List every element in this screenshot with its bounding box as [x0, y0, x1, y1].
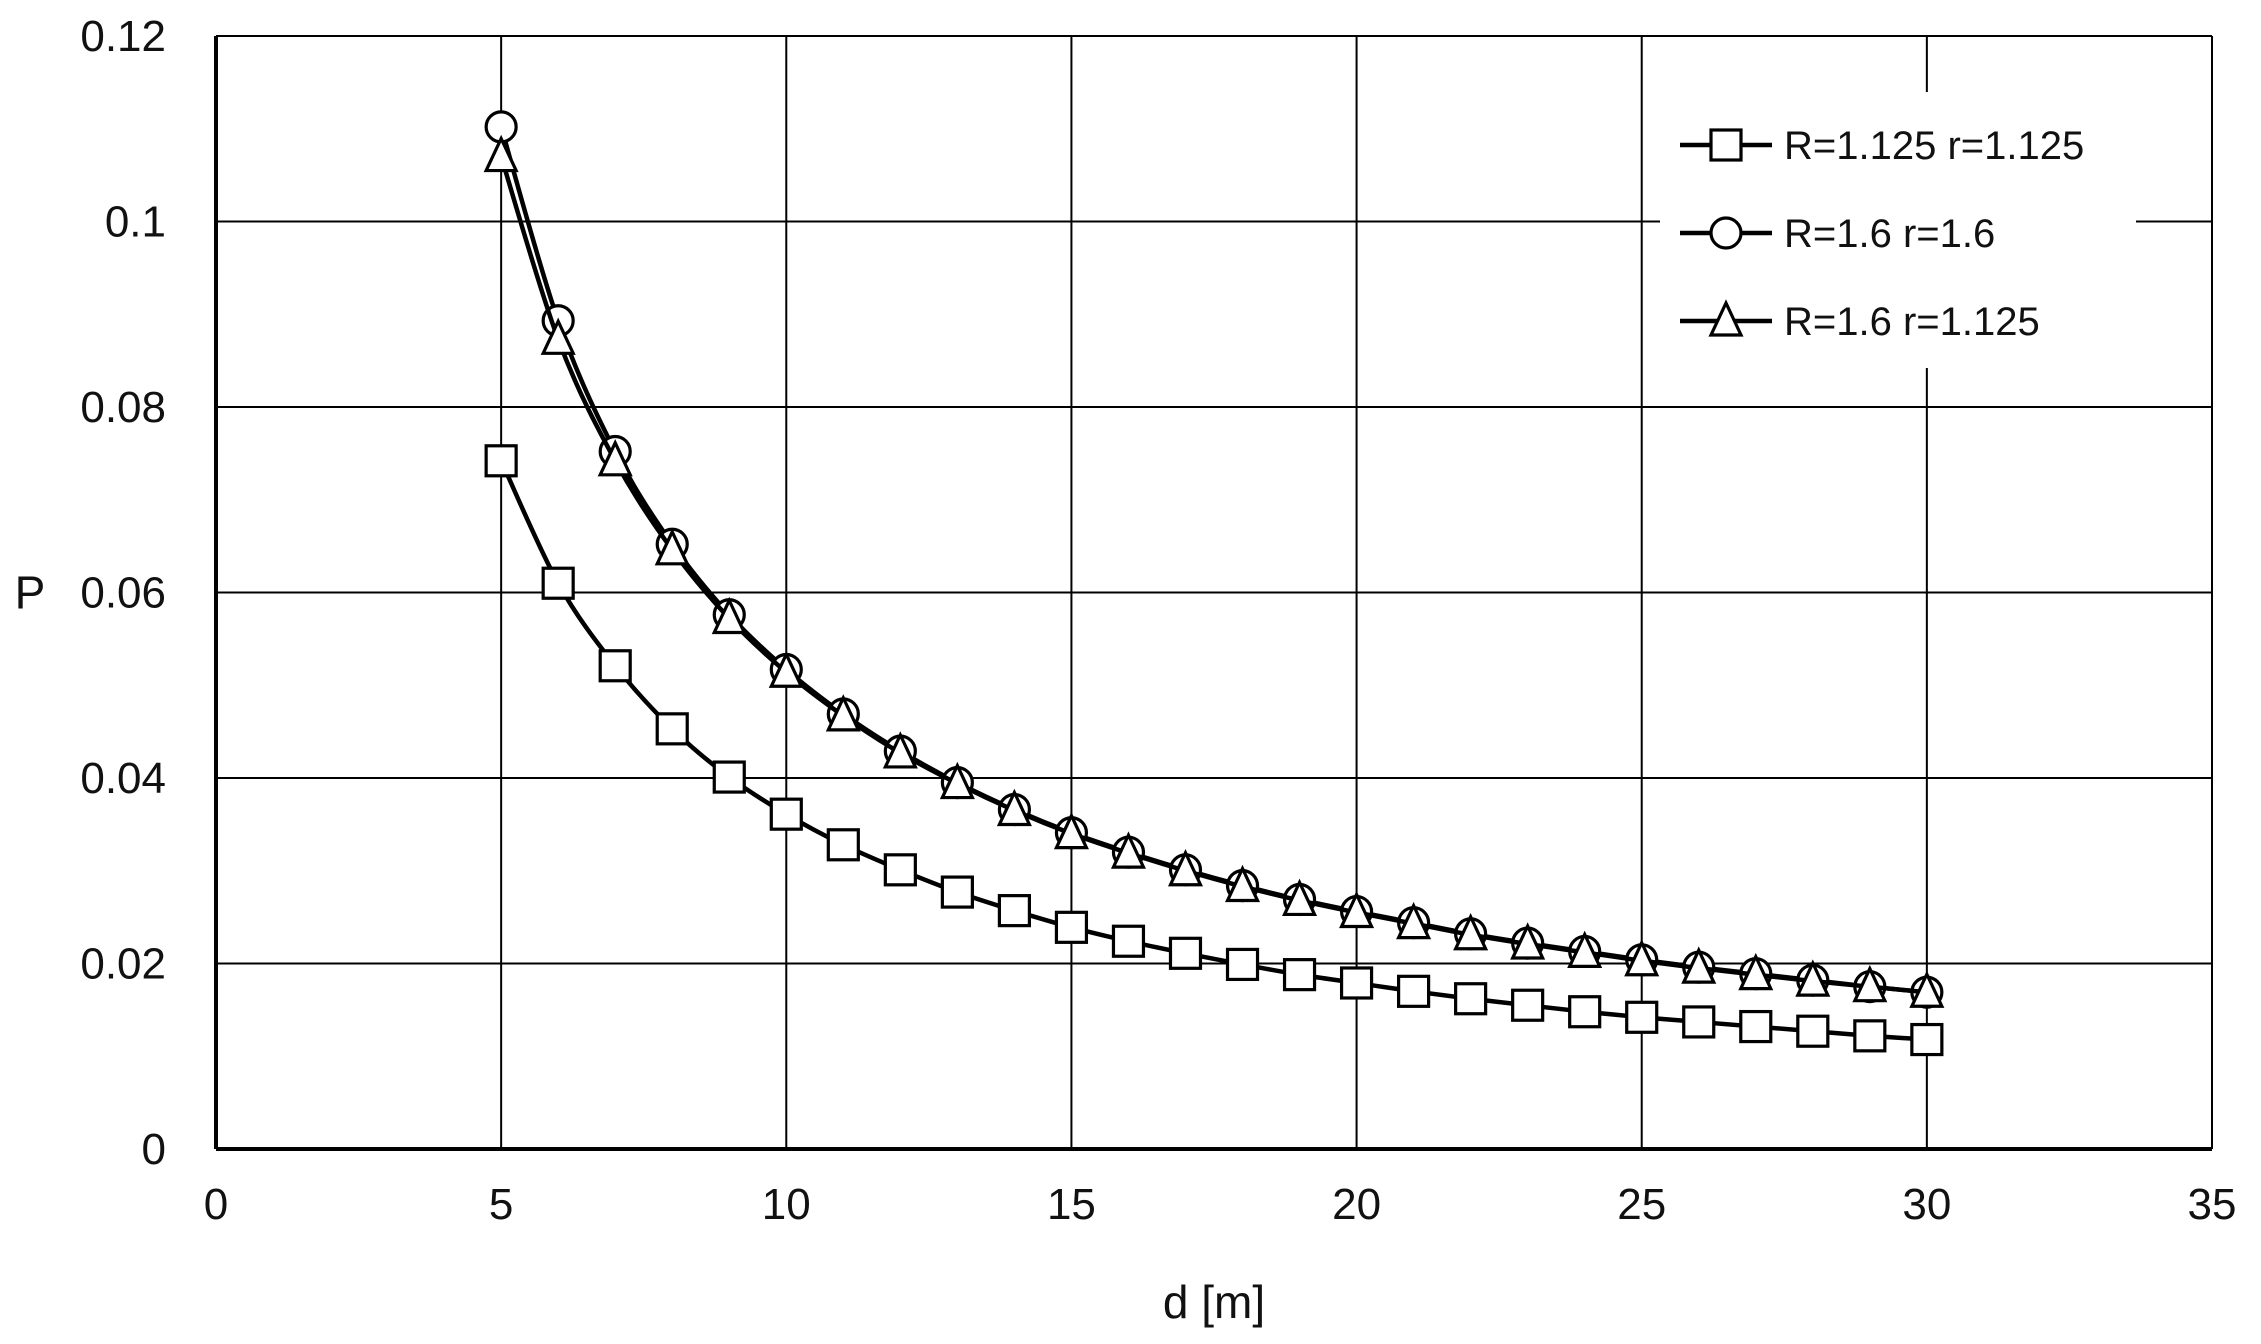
- data-point-square: [1282, 958, 1317, 992]
- data-point-triangle: [1681, 946, 1717, 984]
- data-point-triangle: [1909, 970, 1945, 1008]
- x-tick-label: 15: [1047, 1180, 1096, 1229]
- data-point-triangle: [1282, 878, 1318, 917]
- data-point-triangle: [1167, 848, 1204, 887]
- data-point-triangle: [1567, 930, 1603, 968]
- data-point-square: [1625, 1000, 1659, 1034]
- data-point-triangle: [1852, 964, 1888, 1003]
- data-point-square: [541, 566, 575, 600]
- x-tick-label: 30: [1902, 1180, 1951, 1229]
- series-triangle: [483, 134, 1945, 1008]
- data-point-square: [1511, 988, 1545, 1022]
- data-point-triangle: [996, 788, 1032, 827]
- x-axis-title: d [m]: [1163, 1276, 1265, 1328]
- data-point-triangle: [1624, 938, 1660, 977]
- y-tick-label: 0.02: [80, 940, 166, 989]
- data-point-square: [997, 894, 1032, 928]
- data-point-square: [1054, 910, 1089, 944]
- data-point-square: [484, 444, 518, 478]
- data-point-triangle: [1339, 890, 1375, 929]
- data-point-triangle: [1224, 864, 1261, 903]
- x-tick-label: 10: [762, 1180, 811, 1229]
- data-point-square: [598, 649, 632, 683]
- data-point-square: [826, 828, 860, 862]
- legend-marker-square: [1709, 128, 1743, 162]
- data-point-triangle: [654, 528, 690, 566]
- data-point-square: [1853, 1019, 1887, 1053]
- y-tick-label: 0.1: [105, 198, 166, 247]
- data-point-triangle: [1110, 831, 1146, 869]
- legend-label: R=1.6 r=1.6: [1784, 212, 1995, 256]
- data-point-triangle: [1053, 811, 1089, 850]
- data-point-triangle: [597, 439, 633, 477]
- y-tick-label: 0.08: [80, 383, 166, 432]
- legend: R=1.125 r=1.125 R=1.6 r=1.6 R=1.6 r=1.125: [1660, 92, 2136, 368]
- x-tick-label: 25: [1617, 1180, 1666, 1229]
- x-tick-label: 0: [204, 1180, 228, 1229]
- data-point-square: [1739, 1009, 1773, 1044]
- data-point-square: [1454, 982, 1488, 1016]
- y-tick-label: 0.06: [80, 569, 166, 618]
- data-point-square: [1568, 995, 1602, 1029]
- legend-label: R=1.6 r=1.125: [1784, 300, 2040, 344]
- axes: [214, 36, 2212, 1151]
- x-tick-label: 20: [1332, 1180, 1381, 1229]
- legend-marker-triangle: [1708, 299, 1744, 337]
- y-tick-label: 0.12: [80, 12, 166, 61]
- series-square: [484, 444, 1944, 1057]
- data-point-triangle: [1795, 959, 1831, 997]
- legend-label: R=1.125 r=1.125: [1784, 124, 2084, 168]
- series-layer: [483, 110, 1945, 1057]
- data-point-square: [769, 797, 803, 831]
- data-point-triangle: [1396, 901, 1432, 940]
- data-point-square: [1910, 1022, 1944, 1057]
- data-point-triangle: [1510, 922, 1546, 960]
- data-point-square: [1796, 1014, 1830, 1048]
- data-point-square: [1225, 947, 1260, 982]
- legend-item: R=1.6 r=1.125: [1680, 299, 2040, 344]
- legend-item: R=1.125 r=1.125: [1680, 124, 2084, 168]
- data-point-triangle: [1453, 912, 1489, 951]
- y-tick-label: 0: [142, 1125, 166, 1174]
- data-point-square: [655, 712, 689, 746]
- data-point-square: [1396, 974, 1431, 1008]
- data-point-square: [940, 875, 974, 909]
- data-point-square: [883, 853, 917, 887]
- data-point-square: [1168, 936, 1203, 970]
- y-axis-title: P: [15, 567, 46, 619]
- data-point-triangle: [768, 650, 804, 688]
- legend-marker-circle: [1709, 216, 1743, 250]
- y-tick-labels: 0 0.02 0.04 0.06 0.08 0.1 0.12: [80, 12, 166, 1174]
- x-tick-labels: 0 5 10 15 20 25 30 35: [204, 1180, 2237, 1229]
- data-point-triangle: [1738, 952, 1774, 991]
- data-point-triangle: [825, 694, 861, 732]
- data-point-square: [1111, 924, 1146, 958]
- data-point-triangle: [711, 596, 747, 635]
- data-point-triangle: [882, 731, 918, 769]
- x-tick-label: 35: [2188, 1180, 2237, 1229]
- data-point-triangle: [483, 134, 519, 173]
- series-line: [499, 459, 1928, 1042]
- data-point-triangle: [939, 761, 975, 800]
- data-point-square: [1339, 966, 1374, 1000]
- data-point-triangle: [540, 317, 576, 355]
- data-point-square: [712, 760, 746, 794]
- legend-item: R=1.6 r=1.6: [1680, 212, 1995, 256]
- y-tick-label: 0.04: [80, 754, 166, 803]
- data-point-square: [1682, 1005, 1716, 1039]
- x-tick-label: 5: [489, 1180, 513, 1229]
